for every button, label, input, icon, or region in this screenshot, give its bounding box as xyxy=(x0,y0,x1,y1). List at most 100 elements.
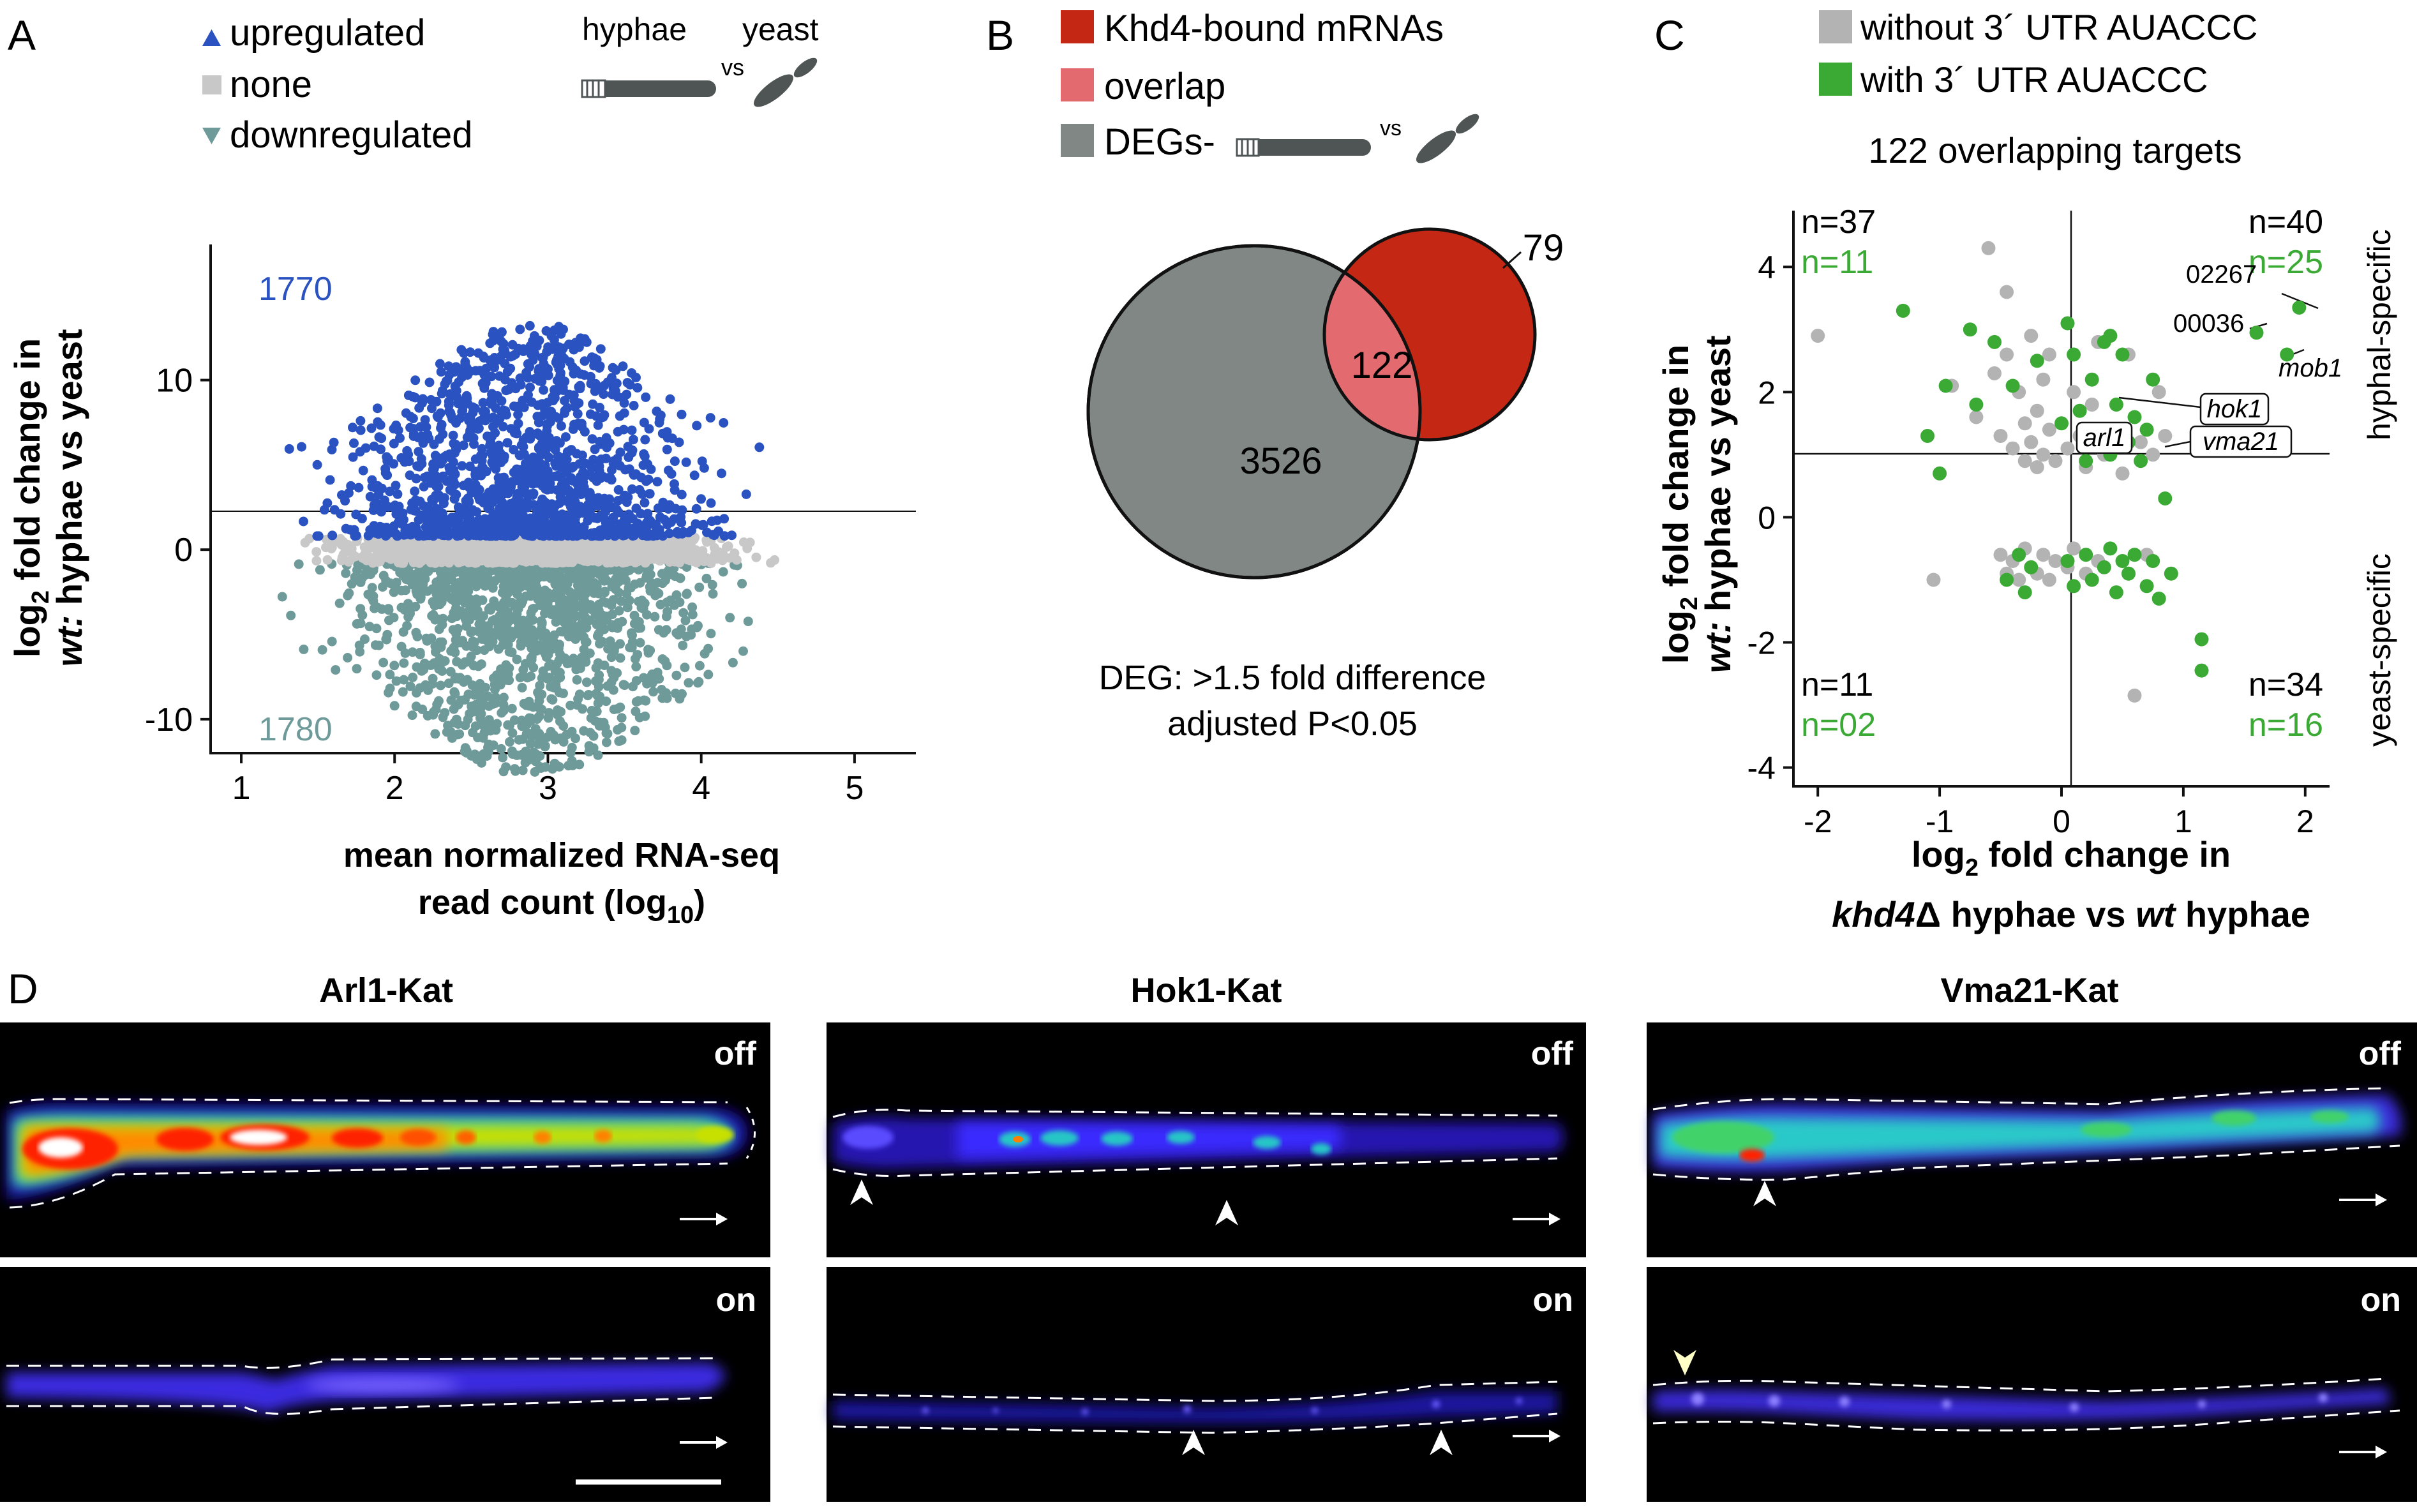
downregulated-point xyxy=(678,640,688,650)
upregulated-point xyxy=(618,361,628,371)
upregulated-point xyxy=(627,368,637,378)
point-without-motif xyxy=(2067,385,2081,400)
point-with-motif xyxy=(2103,329,2118,343)
downregulated-point xyxy=(371,670,382,680)
upregulated-point xyxy=(525,320,535,331)
point-with-motif xyxy=(1938,378,1953,393)
arrow-right-icon xyxy=(1513,1430,1560,1442)
upregulated-point xyxy=(415,497,425,507)
downregulated-point xyxy=(451,611,461,622)
upregulated-point xyxy=(538,514,548,524)
downregulated-point xyxy=(579,645,589,654)
downregulated-point xyxy=(470,637,479,647)
upregulated-point xyxy=(587,434,597,444)
upregulated-point xyxy=(553,451,563,461)
vma21-on-label: on xyxy=(2360,1282,2401,1319)
upregulated-point xyxy=(299,516,308,527)
upregulated-point xyxy=(348,423,357,433)
downregulated-point xyxy=(400,585,410,595)
unchanged-point xyxy=(454,544,464,555)
downregulated-point xyxy=(703,670,714,680)
upregulated-point xyxy=(754,442,765,453)
downregulated-point xyxy=(575,663,585,673)
downregulated-point xyxy=(718,567,728,577)
downregulated-point xyxy=(416,582,426,592)
upregulated-point xyxy=(545,478,555,488)
upregulated-point xyxy=(380,463,391,474)
downregulated-point xyxy=(431,647,440,657)
upregulated-point xyxy=(346,481,356,491)
upregulated-point xyxy=(497,473,507,483)
upregulated-point xyxy=(496,336,506,347)
upregulated-point xyxy=(466,421,476,431)
upregulated-point xyxy=(632,525,642,535)
downregulated-point xyxy=(525,624,535,634)
upregulated-point xyxy=(458,440,468,451)
downregulated-point xyxy=(535,733,545,744)
unchanged-point xyxy=(704,556,714,566)
upregulated-point xyxy=(632,383,643,393)
upregulated-point xyxy=(664,465,673,475)
downregulated-point xyxy=(294,559,304,569)
upregulated-point xyxy=(460,357,470,367)
downregulated-point xyxy=(419,565,429,576)
downregulated-point xyxy=(615,653,625,663)
downregulated-point xyxy=(391,578,401,588)
q-bottom-left-total: n=11 xyxy=(1801,666,1873,703)
upregulated-point xyxy=(329,437,339,447)
downregulated-point xyxy=(507,749,518,759)
downregulated-point xyxy=(694,582,705,592)
downregulated-point xyxy=(407,710,417,721)
unchanged-point xyxy=(364,540,374,550)
upregulated-point xyxy=(376,507,386,517)
upregulated-point xyxy=(391,509,401,519)
point-without-motif xyxy=(2036,372,2051,387)
downregulated-point xyxy=(530,767,540,777)
side-label-yeast: yeast-specific xyxy=(2361,553,2397,747)
upregulated-point xyxy=(639,449,649,459)
upregulated-point xyxy=(574,342,584,352)
upregulated-point xyxy=(403,390,414,400)
panel-c-xlabel: log2 fold change in khd4Δ hyphae vs wt h… xyxy=(1832,834,2310,934)
point-without-motif xyxy=(1926,573,1941,587)
downregulated-point xyxy=(534,629,544,639)
upregulated-point xyxy=(444,370,454,380)
downregulated-point xyxy=(543,597,553,607)
downregulated-point xyxy=(377,604,387,614)
vma21-off-label: off xyxy=(2359,1035,2402,1072)
micrograph-hok1-on: on xyxy=(827,1267,1586,1502)
upregulated-point xyxy=(464,528,474,538)
gene-label-vma21: vma21 xyxy=(2203,428,2279,456)
downregulated-point xyxy=(470,721,481,731)
downregulated-point xyxy=(389,613,399,623)
upregulated-point xyxy=(662,427,672,437)
upregulated-point xyxy=(463,398,473,408)
point-without-motif xyxy=(2030,460,2044,474)
downregulated-point xyxy=(509,715,520,725)
upregulated-point xyxy=(558,324,568,334)
upregulated-point xyxy=(481,363,491,373)
downregulated-point xyxy=(430,615,440,625)
downregulated-point xyxy=(592,691,602,701)
point-without-motif xyxy=(2042,423,2056,437)
downregulated-point xyxy=(534,703,544,714)
upregulated-point xyxy=(438,498,449,509)
downregulated-point xyxy=(498,752,508,763)
upregulated-point xyxy=(401,408,411,418)
legend-upregulated-triangle-icon xyxy=(202,29,221,46)
gene-label-02267: 02267 xyxy=(2186,260,2257,288)
panel-c-letter: C xyxy=(1654,11,1685,59)
upregulated-point xyxy=(490,363,500,373)
upregulated-point xyxy=(636,509,646,519)
upregulated-point xyxy=(297,442,306,452)
upregulated-point xyxy=(404,456,414,467)
panel-a-xlabel: mean normalized RNA-seq read count (log1… xyxy=(343,836,780,929)
downregulated-point xyxy=(476,618,486,628)
point-with-motif xyxy=(2292,301,2307,315)
upregulated-point xyxy=(530,524,540,534)
point-with-motif xyxy=(1963,322,1977,337)
upregulated-point xyxy=(555,492,565,502)
upregulated-point xyxy=(574,503,585,513)
point-with-motif xyxy=(2067,347,2081,362)
upregulated-point xyxy=(516,465,526,475)
